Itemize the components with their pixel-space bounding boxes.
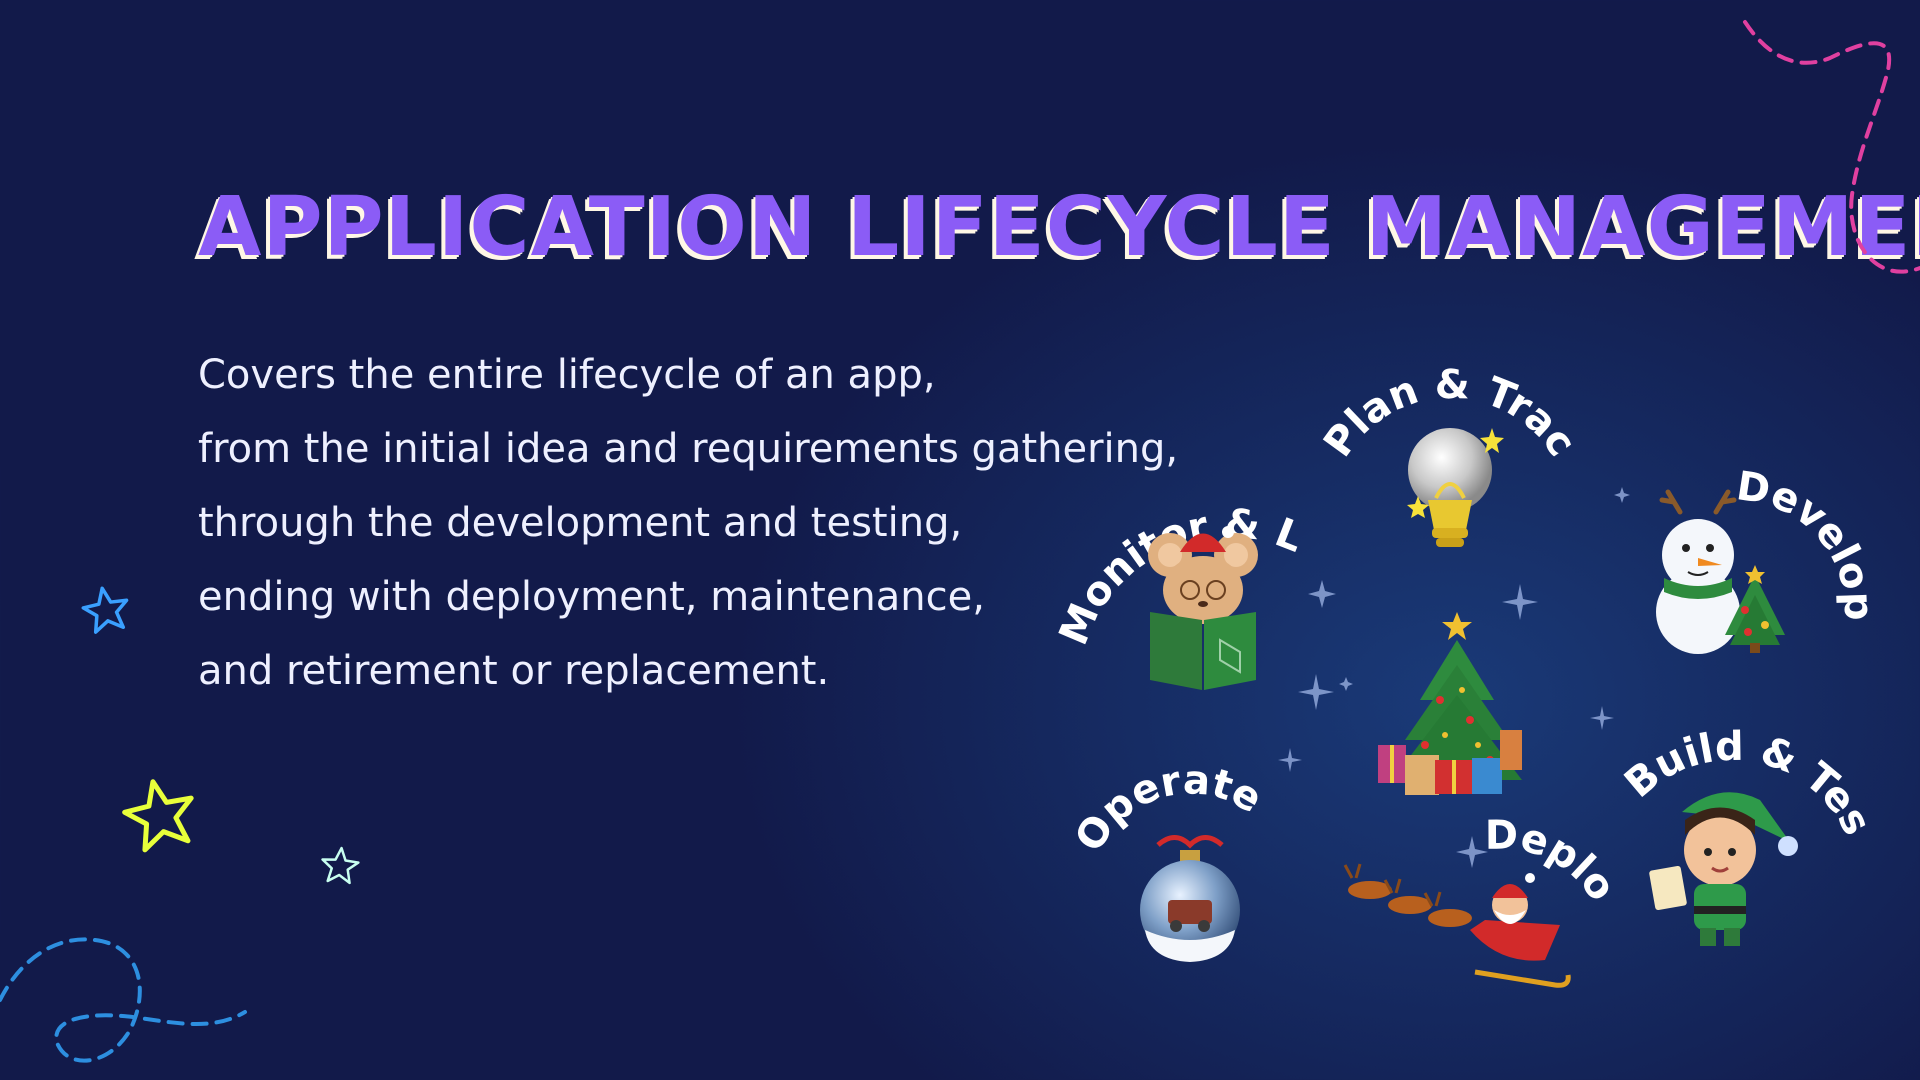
slide-title: APPLICATION LIFECYCLE MANAGEMENT xyxy=(198,180,1920,275)
svg-text:Build & Test: Build & Test xyxy=(0,0,1880,843)
sparkle-icon xyxy=(1590,706,1614,730)
body-line: and retirement or replacement. xyxy=(198,648,830,694)
sparkle-icon xyxy=(1339,677,1353,691)
stage-label: Operate xyxy=(1066,757,1269,860)
stage-plan-track: Plan & Track xyxy=(0,0,1585,547)
stage-operate: Operate xyxy=(1066,757,1270,962)
stage-label: Plan & Track xyxy=(0,0,1585,465)
sparkle-icon xyxy=(1278,748,1302,772)
yellow-star-icon xyxy=(122,779,194,853)
mouse-reading-icon xyxy=(1148,526,1258,690)
sparkle-icon xyxy=(1308,580,1336,608)
slide-body: Covers the entire lifecycle of an app, f… xyxy=(198,338,1178,708)
sparkle-icon xyxy=(1298,674,1334,710)
snowman-icon xyxy=(1656,489,1785,654)
stage-label: Monitor & Learn xyxy=(0,0,1309,651)
sparkles xyxy=(1278,487,1630,868)
svg-text:Monitor & Learn: Monitor & Learn xyxy=(0,0,1309,651)
light-bulb-icon xyxy=(1407,428,1504,547)
svg-text:Plan & Track: Plan & Track xyxy=(0,0,1585,465)
christmas-tree-icon xyxy=(1378,612,1522,795)
stage-label: Build & Test xyxy=(0,0,1880,843)
body-line: ending with deployment, maintenance, xyxy=(198,574,985,620)
stage-monitor-learn: Monitor & Learn xyxy=(0,0,1309,690)
snow-globe-icon xyxy=(1140,835,1240,962)
stage-build-test: Build & Test xyxy=(0,0,1880,946)
santa-sleigh-icon xyxy=(1343,863,1571,988)
sparkle-icon xyxy=(1456,836,1488,868)
blue-star-icon xyxy=(81,586,129,634)
body-line: Covers the entire lifecycle of an app, xyxy=(198,352,936,398)
elf-icon xyxy=(1649,792,1798,946)
mint-star-icon xyxy=(321,846,360,885)
stage-develop: Develop xyxy=(1656,463,1881,654)
sparkle-icon xyxy=(1502,584,1538,620)
pink-dashed-curve xyxy=(1743,20,1920,274)
blue-dashed-curve xyxy=(0,937,247,1063)
stage-deploy: Deploy xyxy=(0,0,1625,988)
body-line: from the initial idea and requirements g… xyxy=(198,426,1179,472)
sparkle-icon xyxy=(1614,487,1630,503)
body-line: through the development and testing, xyxy=(198,500,963,546)
svg-text:Operate: Operate xyxy=(1066,757,1269,860)
